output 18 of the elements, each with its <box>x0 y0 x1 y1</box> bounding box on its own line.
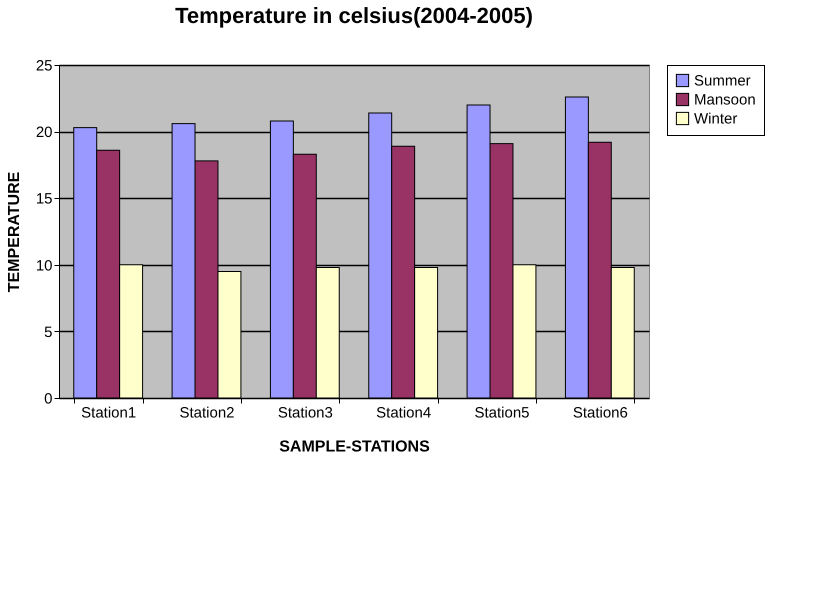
y-tick-label: 5 <box>44 324 52 341</box>
y-tick-label: 20 <box>36 124 52 142</box>
x-tick-label: Station1 <box>81 404 136 422</box>
legend-label: Mansoon <box>694 92 756 108</box>
x-tick-label: Station4 <box>376 404 432 422</box>
y-tick-label: 15 <box>36 190 52 208</box>
y-axis-title: TEMPERATURE <box>6 171 23 292</box>
legend-label: Summer <box>694 72 751 90</box>
x-tick-label: Station3 <box>278 404 333 422</box>
y-tick-label: 10 <box>36 257 52 274</box>
y-tick-label: 25 <box>36 58 52 74</box>
y-tick-label: 0 <box>44 390 52 408</box>
x-tick-label: Station5 <box>474 404 530 422</box>
x-tick-label: Station6 <box>572 404 628 422</box>
chart-title: Temperature in celsius(2004-2005) <box>175 3 533 28</box>
x-axis-title: SAMPLE-STATIONS <box>279 438 430 456</box>
legend-label: Winter <box>694 110 738 128</box>
x-tick-label: Station2 <box>179 404 235 422</box>
